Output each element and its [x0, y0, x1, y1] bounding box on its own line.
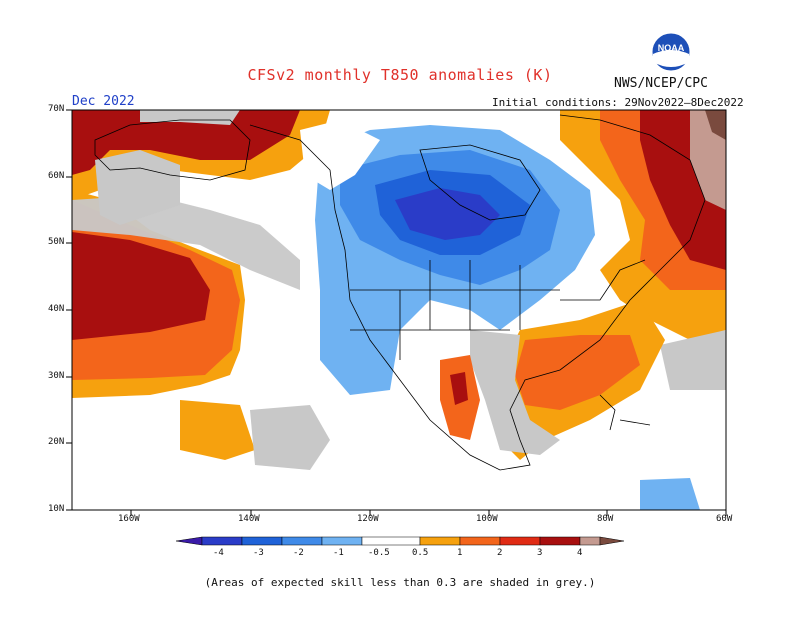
lat-label: 60N — [48, 171, 65, 181]
forecast-period: Dec 2022 — [72, 94, 135, 109]
colorbar-label: 4 — [577, 548, 583, 558]
lat-label: 20N — [48, 437, 65, 447]
colorbar-label: -0.5 — [368, 548, 390, 558]
lat-label: 10N — [48, 504, 65, 514]
grey-region-atlantic — [660, 330, 726, 390]
lon-label: 140W — [238, 514, 260, 524]
warmest-arctic-ne — [705, 110, 726, 140]
lon-label: 160W — [118, 514, 140, 524]
agency-label: NWS/NCEP/CPC — [614, 76, 708, 91]
cold-region-core — [395, 188, 500, 240]
colorbar-segment — [175, 536, 203, 546]
lat-label: 50N — [48, 237, 65, 247]
warm-region-pacific-core — [72, 232, 210, 340]
grey-region-gulf — [470, 330, 560, 455]
noaa-logo: NOAA — [651, 32, 691, 72]
very-warm-labrador — [690, 110, 726, 210]
colorbar-label: 0.5 — [412, 548, 429, 558]
warm-region-pacific-south — [180, 400, 255, 460]
coastlines — [94, 114, 706, 471]
initial-conditions: Initial conditions: 29Nov2022–8Dec2022 — [492, 96, 744, 109]
colorbar-label: -1 — [333, 548, 344, 558]
colorbar-segment — [361, 536, 421, 546]
colorbar-segment — [201, 536, 243, 546]
warm-region-mexico-core — [450, 372, 468, 405]
lon-label: 60W — [716, 514, 733, 524]
noaa-logo-text: NOAA — [658, 43, 685, 53]
cold-region-caribbean — [640, 478, 700, 510]
warm-region-alaska-core — [72, 110, 300, 175]
warm-region-southeast-core — [515, 335, 640, 410]
grey-region-alaska — [95, 150, 180, 225]
lon-label: 80W — [597, 514, 614, 524]
colorbar-segment — [539, 536, 581, 546]
lat-label: 40N — [48, 304, 65, 314]
lon-label: 100W — [476, 514, 498, 524]
colorbar-segment — [599, 536, 625, 546]
grey-region-pacific-south — [250, 405, 330, 470]
colorbar-segment — [499, 536, 541, 546]
skill-note: (Areas of expected skill less than 0.3 a… — [204, 576, 596, 589]
lon-label: 120W — [357, 514, 379, 524]
colorbar-segment — [459, 536, 501, 546]
colorbar-label: 2 — [497, 548, 503, 558]
colorbar-label: -4 — [213, 548, 224, 558]
white-gap-hudson — [300, 120, 380, 190]
lat-label: 30N — [48, 371, 65, 381]
colorbar-label: -3 — [253, 548, 264, 558]
colorbar-segment — [281, 536, 323, 546]
colorbar-segment — [241, 536, 283, 546]
colorbar-segment — [419, 536, 461, 546]
colorbar-label: 3 — [537, 548, 543, 558]
colorbar-label: -2 — [293, 548, 304, 558]
lat-label: 70N — [48, 104, 65, 114]
colorbar-segment — [321, 536, 363, 546]
map-title: CFSv2 monthly T850 anomalies (K) — [247, 66, 553, 84]
colorbar-label: 1 — [457, 548, 463, 558]
colorbar-segment — [579, 536, 601, 546]
